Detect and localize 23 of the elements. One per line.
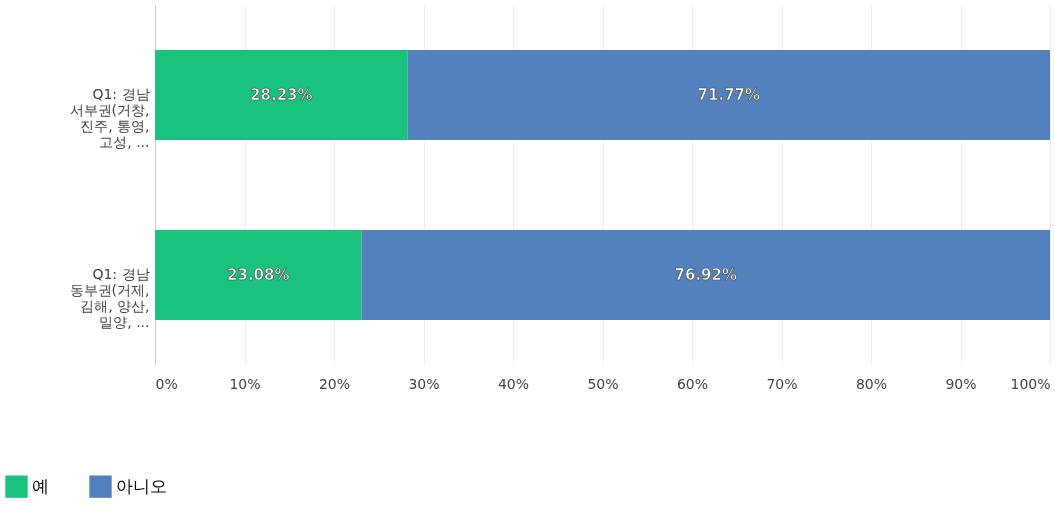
legend-label: 예 xyxy=(32,475,49,496)
y-tick-label: Q1: 경남 동부권(거제, 김해, 양산, 밀양, ... xyxy=(69,266,150,330)
bar xyxy=(361,230,1050,320)
bar xyxy=(155,230,362,320)
x-tick-label: 70% xyxy=(766,375,798,392)
bar xyxy=(407,50,1050,140)
legend-label: 아니오 xyxy=(116,475,167,496)
x-tick-label: 20% xyxy=(318,375,351,392)
x-tick-label: 30% xyxy=(408,375,440,392)
data-label: 71.77% xyxy=(697,86,761,104)
bar xyxy=(155,50,408,140)
x-tick-label: 0% xyxy=(155,375,178,392)
data-label: 28.23% xyxy=(250,86,313,104)
x-tick-label: 100% xyxy=(1010,375,1051,392)
y-tick-label: Q1: 경남 서부권(거창, 진주, 통영, 고성, ... xyxy=(69,86,150,150)
x-tick-label: 60% xyxy=(676,375,709,392)
x-tick-label: 10% xyxy=(229,375,261,392)
data-label: 23.08% xyxy=(227,266,290,284)
x-tick-label: 40% xyxy=(497,375,530,392)
x-tick-label: 80% xyxy=(855,375,888,392)
x-tick-label: 90% xyxy=(945,375,977,392)
data-label: 76.92% xyxy=(674,266,738,284)
x-tick-label: 50% xyxy=(587,375,619,392)
